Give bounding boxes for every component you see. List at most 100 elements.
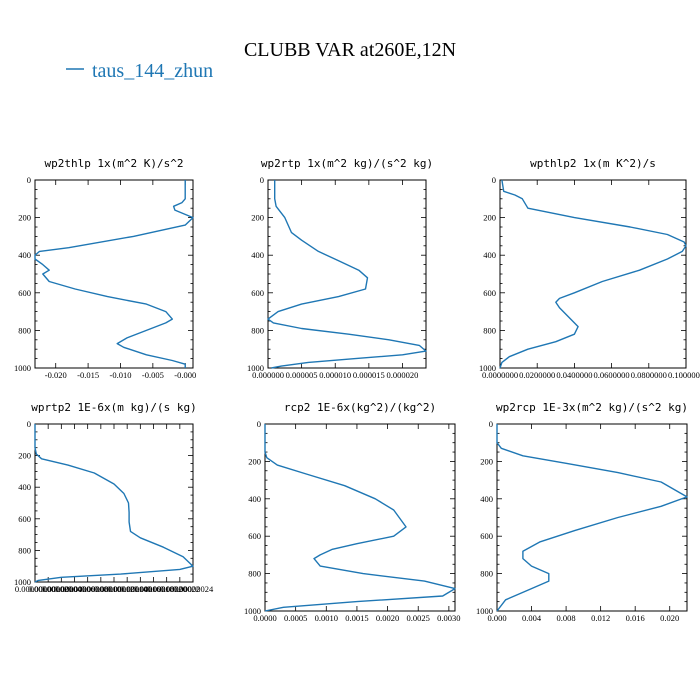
series-line bbox=[267, 180, 427, 369]
subplot-1: wp2thlp 1x(m^2 K)/s^2 0 200 400 600 800 1000 -0… bbox=[14, 157, 196, 380]
subplot-title: wp2rcp 1E-3x(m^2 kg)/(s^2 kg) bbox=[496, 401, 688, 414]
y-tick-label: 200 bbox=[251, 213, 264, 223]
x-tick-label: 0.0030 bbox=[437, 613, 460, 623]
x-tick-label: 0.000005 bbox=[286, 370, 318, 380]
x-tick-label: 0.00000006 bbox=[54, 584, 94, 594]
subplot-5: rcp2 1E-6x(kg^2)/(kg^2) 0 200 400 600 800 1000… bbox=[244, 401, 461, 623]
subplot-title: wp2thlp 1x(m^2 K)/s^2 bbox=[44, 157, 183, 170]
y-tick-label: 600 bbox=[18, 288, 31, 298]
y-tick-label: 800 bbox=[483, 325, 496, 335]
y-tick-label: 200 bbox=[18, 451, 31, 461]
y-tick-label: 0 bbox=[27, 419, 31, 429]
legend: taus_144_zhun bbox=[66, 60, 213, 82]
y-tick-label: 1000 bbox=[14, 363, 31, 373]
x-tick-label: 0.008 bbox=[557, 613, 576, 623]
x-tick-label: 0.000 bbox=[487, 613, 506, 623]
x-tick-label: 0.00000020 bbox=[146, 584, 186, 594]
x-tick-label: 0.00000002 bbox=[28, 584, 68, 594]
y-tick-label: 0 bbox=[489, 419, 493, 429]
x-tick-label: 0.00000016 bbox=[120, 584, 160, 594]
y-tick-label: 400 bbox=[18, 250, 31, 260]
x-tick-label: -0.000 bbox=[174, 370, 196, 380]
x-tick-label: 0.0025 bbox=[407, 613, 430, 623]
subplot-title: wpthlp2 1x(m K^2)/s bbox=[530, 157, 656, 170]
plot-frame bbox=[264, 423, 456, 612]
y-tick-label: 600 bbox=[251, 288, 264, 298]
y-tick-label: 600 bbox=[248, 531, 261, 541]
y-tick-label: 0 bbox=[27, 175, 31, 185]
x-tick-label: -0.015 bbox=[77, 370, 99, 380]
y-tick-label: 200 bbox=[18, 213, 31, 223]
x-tick-label: 0.0020 bbox=[376, 613, 399, 623]
plot-frame bbox=[496, 423, 688, 612]
x-tick-label: 0.0800000 bbox=[631, 370, 667, 380]
series-line bbox=[496, 424, 688, 612]
x-tick-label: -0.005 bbox=[142, 370, 164, 380]
plot-frame bbox=[34, 423, 194, 583]
y-tick-label: 1000 bbox=[14, 577, 31, 587]
subplot-title: wprtp2 1E-6x(m kg)/(s kg) bbox=[31, 401, 197, 414]
series-line bbox=[34, 424, 194, 583]
x-tick-label: 0.00000022 bbox=[160, 584, 200, 594]
y-tick-label: 800 bbox=[18, 325, 31, 335]
y-tick-label: 1000 bbox=[476, 606, 493, 616]
y-tick-label: 600 bbox=[480, 531, 493, 541]
y-tick-label: 1000 bbox=[247, 363, 264, 373]
y-tick-label: 200 bbox=[480, 456, 493, 466]
subplot-3: wpthlp2 1x(m K^2)/s 0 200 400 600 800 10000.00… bbox=[479, 157, 700, 380]
x-tick-label: 0.000010 bbox=[319, 370, 351, 380]
y-tick-label: 600 bbox=[18, 514, 31, 524]
series-line bbox=[264, 424, 456, 612]
y-tick-label: 800 bbox=[480, 569, 493, 579]
subplot-2: wp2rtp 1x(m^2 kg)/(s^2 kg) 0 200 400 600 800 1… bbox=[247, 157, 433, 380]
x-tick-label: 0.0200000 bbox=[519, 370, 555, 380]
subplot-grid: wp2thlp 1x(m^2 K)/s^2 0 200 400 600 800 1000 -0… bbox=[14, 157, 700, 623]
x-tick-label: 0.000015 bbox=[353, 370, 385, 380]
x-tick-label: 0.0010 bbox=[315, 613, 338, 623]
y-tick-label: 0 bbox=[257, 419, 261, 429]
x-tick-label: 0.000020 bbox=[387, 370, 419, 380]
x-tick-label: 0.00000012 bbox=[94, 584, 134, 594]
x-tick-label: 0.00000008 bbox=[67, 584, 107, 594]
x-tick-label: 0.020 bbox=[660, 613, 679, 623]
subplot-title: rcp2 1E-6x(kg^2)/(kg^2) bbox=[284, 401, 436, 414]
x-tick-label: 0.016 bbox=[626, 613, 645, 623]
x-tick-label: 0.00000000 bbox=[15, 584, 55, 594]
y-tick-label: 1000 bbox=[479, 363, 496, 373]
x-tick-label: 0.0600000 bbox=[594, 370, 630, 380]
x-tick-label: 0.004 bbox=[522, 613, 542, 623]
subplot-title: wp2rtp 1x(m^2 kg)/(s^2 kg) bbox=[261, 157, 433, 170]
y-tick-label: 800 bbox=[251, 325, 264, 335]
x-tick-label: 0.0400000 bbox=[556, 370, 592, 380]
y-tick-label: 400 bbox=[251, 250, 264, 260]
y-tick-label: 200 bbox=[248, 456, 261, 466]
figure-title: CLUBB VAR at260E,12N bbox=[244, 39, 456, 61]
y-tick-label: 400 bbox=[480, 494, 493, 504]
x-tick-label: 0.0000 bbox=[253, 613, 276, 623]
x-tick-label: 0.00000014 bbox=[107, 584, 148, 594]
x-tick-label: 0.1000000 bbox=[668, 370, 700, 380]
x-tick-label: 0.0005 bbox=[284, 613, 307, 623]
x-tick-label: 0.0000000 bbox=[482, 370, 518, 380]
subplot-4: wprtp2 1E-6x(m kg)/(s kg)0 200 400 600 800 10… bbox=[14, 401, 214, 594]
x-tick-label: 0.0015 bbox=[345, 613, 368, 623]
plot-frame bbox=[34, 179, 194, 369]
y-tick-label: 600 bbox=[483, 288, 496, 298]
x-tick-label: 0.000000 bbox=[252, 370, 284, 380]
series-line bbox=[499, 179, 687, 369]
y-tick-label: 1000 bbox=[244, 606, 261, 616]
x-tick-label: -0.010 bbox=[109, 370, 131, 380]
y-tick-label: 400 bbox=[18, 482, 31, 492]
x-tick-label: 0.00000018 bbox=[133, 584, 173, 594]
y-tick-label: 800 bbox=[18, 545, 31, 555]
y-tick-label: 0 bbox=[260, 175, 264, 185]
y-tick-label: 200 bbox=[483, 213, 496, 223]
x-tick-label: 0.00000024 bbox=[173, 584, 214, 594]
y-tick-label: 400 bbox=[483, 250, 496, 260]
x-tick-label: 0.012 bbox=[591, 613, 610, 623]
series-line bbox=[34, 180, 194, 368]
x-tick-label: 0.00000004 bbox=[41, 584, 82, 594]
x-tick-label: -0.020 bbox=[45, 370, 67, 380]
subplot-6: wp2rcp 1E-3x(m^2 kg)/(s^2 kg)0 200 400 600 8… bbox=[476, 401, 688, 623]
